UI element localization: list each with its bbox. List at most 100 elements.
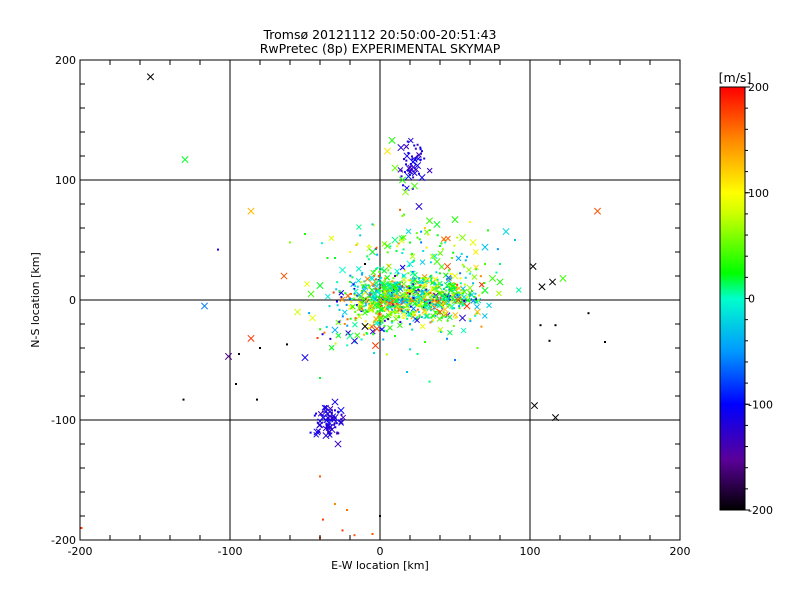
data-point-dot bbox=[459, 277, 462, 280]
data-point-dot bbox=[354, 319, 357, 322]
data-point-cross bbox=[515, 287, 522, 293]
data-point-dot bbox=[403, 288, 406, 291]
data-point-dot bbox=[381, 315, 384, 318]
data-point-dot bbox=[376, 295, 379, 298]
data-point-dot bbox=[436, 285, 439, 288]
data-point-dot bbox=[375, 267, 378, 270]
data-point-dot bbox=[453, 300, 456, 303]
data-point-dot bbox=[393, 292, 396, 295]
data-point-dot bbox=[431, 320, 434, 323]
colorbar-tick-label: -200 bbox=[748, 504, 773, 517]
data-point-cross bbox=[481, 286, 489, 294]
data-point-cross bbox=[407, 164, 414, 171]
data-point-dot bbox=[394, 275, 396, 277]
data-point-dot bbox=[327, 430, 330, 433]
data-point-dot bbox=[411, 261, 414, 264]
data-point-cross bbox=[397, 144, 405, 152]
y-tick-label: -200 bbox=[51, 534, 76, 547]
data-point-dot bbox=[403, 275, 406, 278]
data-point-cross bbox=[461, 294, 467, 301]
data-point-dot bbox=[407, 151, 410, 154]
x-tick-label: 0 bbox=[377, 545, 384, 558]
data-point-cross bbox=[432, 276, 439, 283]
data-point-dot bbox=[419, 158, 422, 161]
data-point-dot bbox=[399, 285, 402, 288]
data-point-dot bbox=[411, 187, 414, 190]
data-point-cross bbox=[401, 188, 410, 196]
data-point-dot bbox=[346, 344, 349, 347]
data-point-dot bbox=[338, 308, 341, 311]
data-point-cross bbox=[331, 326, 339, 334]
data-point-dot bbox=[353, 297, 356, 300]
data-point-dot bbox=[413, 277, 416, 280]
data-point-dot bbox=[368, 244, 371, 247]
data-point-dot bbox=[372, 321, 375, 324]
data-point-dot bbox=[409, 305, 412, 308]
data-point-cross bbox=[403, 143, 410, 150]
data-point-cross bbox=[458, 314, 467, 322]
data-point-dot bbox=[349, 274, 352, 277]
data-point-dot bbox=[441, 283, 444, 286]
data-point-dot bbox=[360, 338, 363, 341]
data-point-dot bbox=[409, 323, 411, 325]
data-point-cross bbox=[446, 314, 453, 320]
data-point-cross bbox=[425, 217, 434, 225]
data-point-dot bbox=[466, 255, 468, 258]
data-point-cross bbox=[397, 322, 403, 329]
data-point-dot bbox=[321, 333, 324, 336]
data-point-dot bbox=[433, 282, 436, 285]
data-point-dot bbox=[454, 285, 457, 288]
data-point-dot bbox=[416, 297, 419, 300]
data-point-dot bbox=[400, 175, 403, 178]
data-point-dot bbox=[406, 371, 408, 373]
data-point-cross bbox=[331, 398, 339, 406]
data-point-dot bbox=[419, 284, 422, 287]
data-point-dot bbox=[377, 289, 380, 292]
data-point-dot bbox=[463, 300, 466, 303]
data-point-cross bbox=[559, 274, 567, 282]
data-point-cross bbox=[385, 312, 392, 319]
data-point-cross bbox=[413, 290, 420, 297]
data-point-cross bbox=[469, 238, 477, 246]
data-point-dot bbox=[477, 299, 480, 302]
data-point-dot bbox=[427, 292, 430, 295]
data-point-dot bbox=[360, 273, 363, 276]
data-point-dot bbox=[405, 163, 408, 166]
data-point-dot bbox=[391, 321, 394, 324]
data-point-dot bbox=[435, 286, 438, 289]
data-point-dot bbox=[401, 298, 404, 301]
colorbar-label: [m/s] bbox=[719, 70, 752, 85]
data-point-dot bbox=[378, 299, 381, 302]
data-point-dot bbox=[259, 347, 261, 349]
data-point-dot bbox=[435, 271, 438, 274]
data-point-cross bbox=[399, 292, 406, 299]
data-point-dot bbox=[469, 221, 471, 223]
data-point-cross bbox=[323, 410, 332, 418]
data-point-dot bbox=[412, 283, 415, 286]
data-point-dot bbox=[435, 296, 438, 299]
data-point-dot bbox=[384, 289, 387, 292]
data-point-dot bbox=[442, 288, 445, 291]
axes: -200 -100 0 100 200 -200 -100 0 100 200 bbox=[51, 54, 690, 558]
data-point-dot bbox=[463, 283, 466, 286]
data-point-cross bbox=[384, 274, 391, 281]
data-point-dot bbox=[389, 272, 392, 275]
data-point-dot bbox=[357, 313, 360, 316]
data-point-dot bbox=[441, 248, 444, 251]
data-point-dot bbox=[378, 317, 381, 320]
data-point-cross bbox=[429, 286, 436, 292]
data-point-dot bbox=[313, 414, 316, 417]
data-point-dot bbox=[419, 146, 422, 149]
data-point-dot bbox=[379, 294, 382, 297]
data-point-dot bbox=[412, 310, 415, 313]
data-point-dot bbox=[375, 246, 378, 249]
data-point-cross bbox=[458, 234, 467, 242]
data-point-dot bbox=[411, 277, 414, 280]
data-point-dot bbox=[437, 311, 440, 314]
data-point-cross bbox=[382, 284, 389, 291]
data-point-cross bbox=[368, 303, 374, 310]
data-point-dot bbox=[361, 301, 364, 304]
data-point-dot bbox=[479, 275, 482, 278]
data-point-dot bbox=[464, 259, 467, 262]
data-point-cross bbox=[454, 296, 462, 304]
